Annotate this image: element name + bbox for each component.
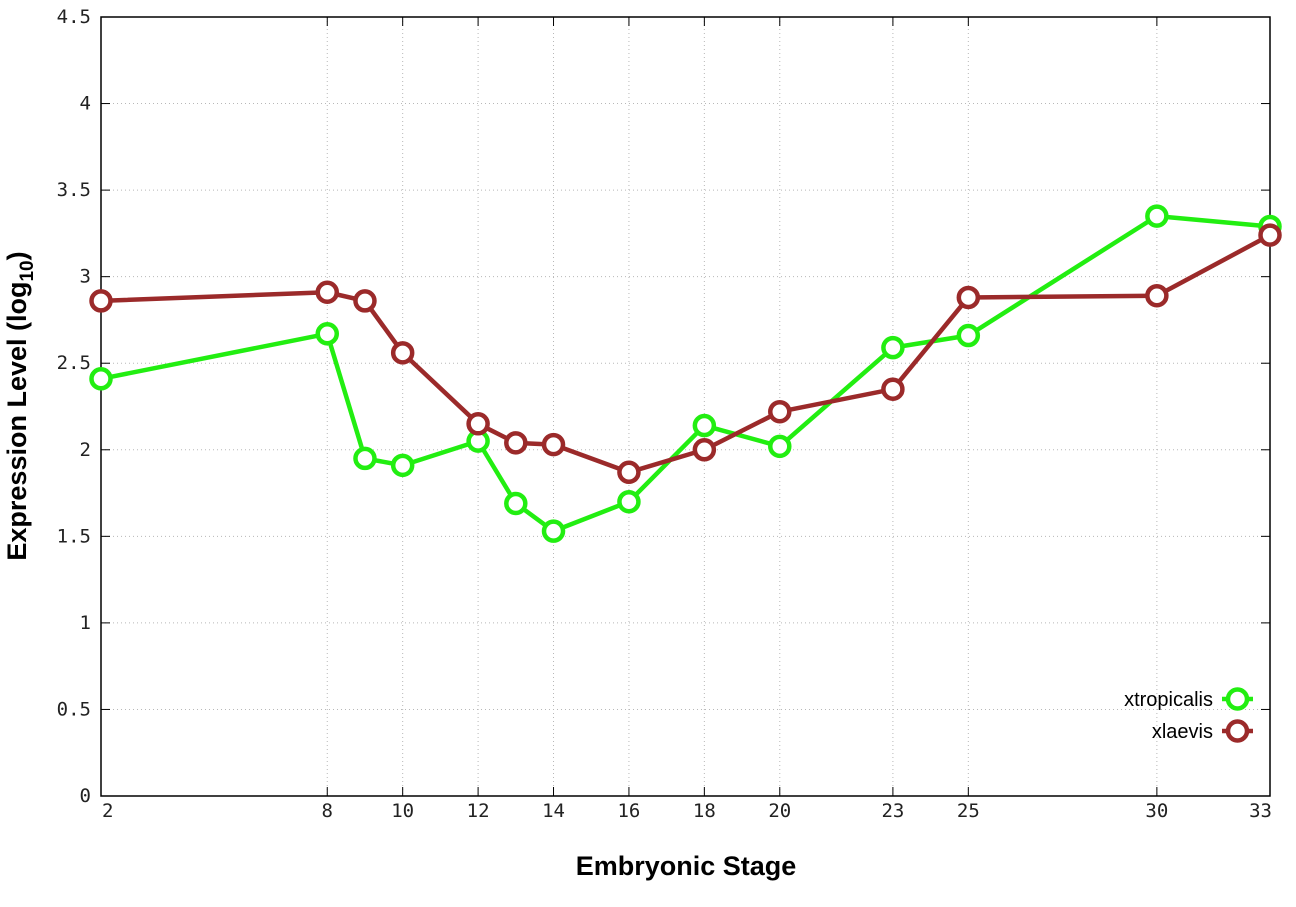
x-tick-label: 25 — [957, 800, 980, 822]
x-tick-label: 33 — [1249, 800, 1272, 822]
data-point-xtropicalis — [768, 434, 792, 459]
x-tick-label: 23 — [881, 800, 904, 822]
data-point-xlaevis — [315, 280, 340, 304]
y-tick-label: 2.5 — [57, 352, 91, 374]
y-tick-label: 4.5 — [57, 6, 91, 28]
x-tick-label: 12 — [467, 800, 490, 822]
legend-label: xtropicalis — [1124, 689, 1213, 711]
data-point-xtropicalis — [315, 322, 340, 346]
data-point-xtropicalis — [617, 489, 641, 514]
data-point-xtropicalis — [390, 453, 415, 478]
data-point-xtropicalis — [881, 335, 905, 360]
data-point-xtropicalis — [504, 491, 528, 516]
data-point-xlaevis — [881, 377, 905, 401]
legend-swatch-marker — [1225, 719, 1250, 743]
y-axis-title-main: Expression Level (log — [2, 282, 32, 561]
data-point-xlaevis — [692, 438, 717, 462]
data-point-xlaevis — [541, 432, 566, 457]
data-point-xtropicalis — [89, 367, 113, 391]
data-point-xlaevis — [466, 412, 490, 436]
legend-item-xtropicalis: xtropicalis — [1124, 687, 1253, 711]
y-axis-title: Expression Level (log10) — [2, 251, 38, 560]
y-tick-label: 3.5 — [57, 179, 91, 201]
series-layer — [89, 204, 1282, 543]
x-tick-label: 18 — [693, 800, 716, 822]
y-tick-label: 1.5 — [57, 525, 91, 547]
y-tick-label: 0.5 — [57, 698, 91, 720]
series-line-xlaevis — [100, 233, 1272, 475]
data-point-xtropicalis — [353, 446, 377, 471]
data-point-xlaevis — [504, 431, 528, 455]
x-tick-label: 14 — [542, 800, 565, 822]
data-point-xlaevis — [1145, 283, 1169, 308]
y-axis-title-close: ) — [2, 251, 32, 260]
legend: xtropicalis xlaevis — [1124, 687, 1253, 743]
grid — [101, 17, 1270, 796]
x-tick-label: 16 — [617, 800, 640, 822]
data-point-xlaevis — [617, 460, 641, 485]
series-xtropicalis — [89, 204, 1282, 543]
y-axis-title-subscript: 10 — [17, 260, 38, 281]
y-tick-label: 3 — [80, 266, 91, 288]
axis-ticks: 0 0.5 1 1.5 2 2.5 3 3.5 4 4.5 2 8 10 12 14 16 18 20 23 25 30… — [57, 6, 1272, 822]
series-line-xtropicalis — [100, 213, 1271, 534]
y-tick-label: 0 — [80, 785, 91, 807]
data-point-xlaevis — [1258, 223, 1282, 247]
x-tick-label: 2 — [102, 800, 113, 822]
series-xlaevis — [89, 223, 1282, 485]
legend-swatch-marker — [1225, 687, 1250, 711]
plot-frame — [100, 16, 1271, 797]
y-tick-label: 2 — [80, 439, 91, 461]
data-point-xtropicalis — [692, 413, 717, 438]
data-point-xlaevis — [390, 341, 415, 365]
x-tick-label: 30 — [1145, 800, 1168, 822]
legend-item-xlaevis: xlaevis — [1152, 719, 1253, 743]
y-tick-label: 1 — [80, 612, 91, 634]
data-point-xtropicalis — [956, 323, 981, 348]
y-tick-label: 4 — [80, 93, 91, 115]
x-axis-title: Embryonic Stage — [576, 851, 797, 881]
x-tick-label: 10 — [391, 800, 414, 822]
data-point-xlaevis — [956, 285, 981, 310]
data-point-xtropicalis — [541, 519, 566, 543]
x-tick-label: 8 — [322, 800, 333, 822]
data-point-xlaevis — [768, 399, 792, 424]
legend-label: xlaevis — [1152, 721, 1213, 743]
x-tick-label: 20 — [768, 800, 791, 822]
data-point-xlaevis — [353, 289, 377, 313]
data-point-xlaevis — [89, 289, 113, 313]
data-point-xtropicalis — [1145, 204, 1169, 228]
